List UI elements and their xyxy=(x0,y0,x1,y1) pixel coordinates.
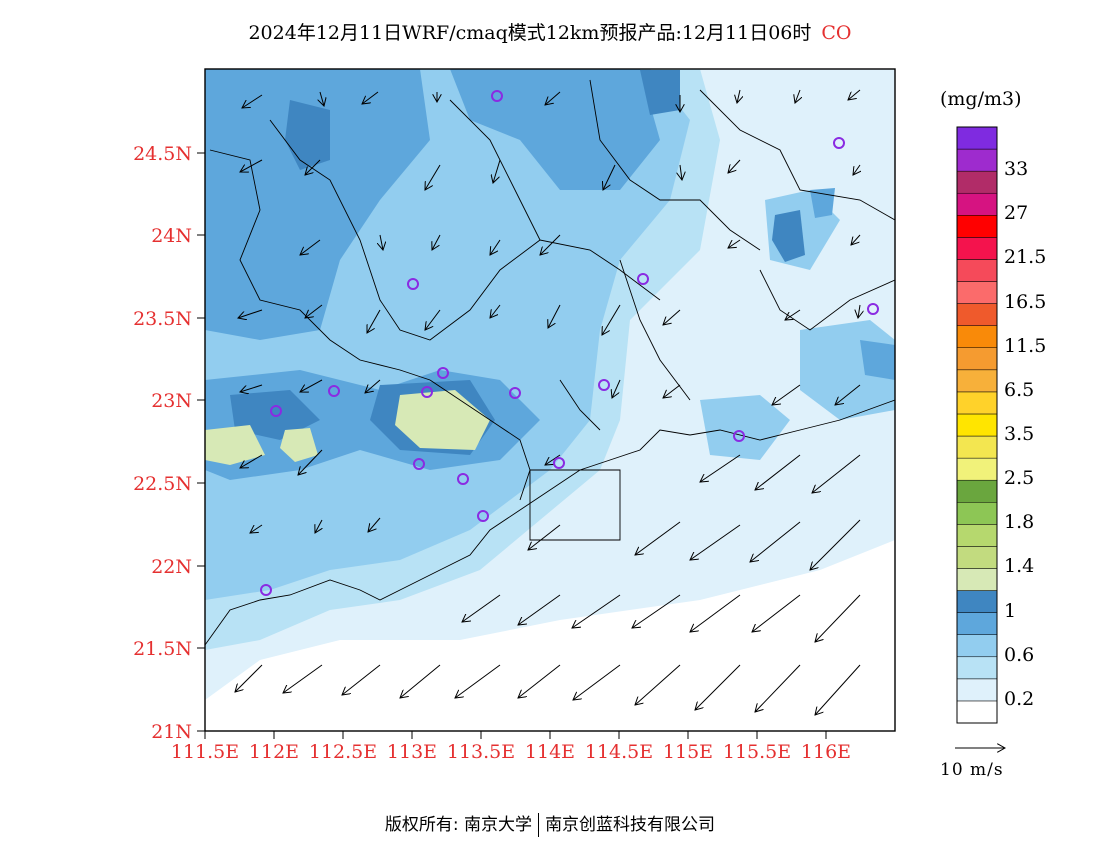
x-tick-labels: 111.5E 112E 112.5E 113E 113.5E 114E 114.… xyxy=(171,741,851,763)
colorbar-bin xyxy=(956,325,998,348)
station-marker xyxy=(328,385,340,397)
colorbar-bin xyxy=(956,148,998,172)
x-tick-label: 112E xyxy=(249,741,299,763)
colorbar-tick-label: 21.5 xyxy=(1004,246,1047,269)
colorbar-bin xyxy=(956,656,998,680)
colorbar-tick-label: 1 xyxy=(1004,599,1017,622)
station-marker xyxy=(270,405,282,417)
copyright-left: 版权所有: 南京大学 xyxy=(384,815,533,835)
y-tick-label: 21.5N xyxy=(133,638,192,660)
x-tick-label: 114.5E xyxy=(585,741,653,763)
colorbar-bin xyxy=(956,259,998,282)
colorbar-tick-label: 0.2 xyxy=(1004,687,1035,710)
axis-ticks xyxy=(197,152,827,739)
colorbar-bin xyxy=(956,435,998,459)
station-marker xyxy=(733,430,745,442)
colorbar-tick-label: 33 xyxy=(1004,158,1029,181)
x-tick-label: 114E xyxy=(525,741,575,763)
concentration-field xyxy=(205,69,895,731)
station-marker xyxy=(407,278,419,290)
colorbar-bin xyxy=(956,502,998,525)
colorbar-tick-label: 2.5 xyxy=(1004,467,1035,490)
station-marker xyxy=(637,273,649,285)
station-marker xyxy=(437,367,449,379)
station-marker xyxy=(491,90,503,102)
station-marker xyxy=(509,387,521,399)
colorbar-tick-label: 6.5 xyxy=(1004,378,1035,401)
colorbar-bin xyxy=(956,590,998,613)
station-marker xyxy=(477,510,489,522)
colorbar-bin xyxy=(956,413,998,437)
y-tick-label: 23.5N xyxy=(133,308,192,330)
species-label: CO xyxy=(821,22,852,44)
colorbar-tick-label: 1.4 xyxy=(1004,555,1035,578)
colorbar-bin xyxy=(956,170,998,194)
station-marker xyxy=(833,137,845,149)
title-text: 2024年12月11日WRF/cmaq模式12km预报产品:12月11日06时 xyxy=(248,22,812,44)
copyright-separator xyxy=(538,813,540,837)
boundary-lines xyxy=(205,79,895,646)
colorbar-bin xyxy=(956,612,998,635)
station-marker xyxy=(598,379,610,391)
y-tick-label: 22.5N xyxy=(133,473,192,495)
y-tick-label: 23N xyxy=(151,390,192,412)
colorbar-bin xyxy=(956,192,998,216)
x-tick-label: 111.5E xyxy=(171,741,239,763)
y-tick-label: 24N xyxy=(151,225,192,247)
copyright-footer: 版权所有: 南京大学 南京创蓝科技有限公司 xyxy=(0,810,1100,837)
colorbar-bin xyxy=(956,568,998,591)
colorbar-tick-label: 1.8 xyxy=(1004,511,1035,534)
colorbar-bin xyxy=(956,700,998,724)
copyright-right: 南京创蓝科技有限公司 xyxy=(545,815,716,835)
station-marker xyxy=(413,458,425,470)
y-tick-label: 21N xyxy=(151,721,192,743)
wind-vectors xyxy=(235,89,860,715)
station-markers xyxy=(260,90,879,596)
y-tick-label: 24.5N xyxy=(133,143,192,165)
colorbar-bin xyxy=(956,347,998,371)
colorbar-tick-label: 11.5 xyxy=(1004,334,1047,357)
x-tick-label: 115.5E xyxy=(723,741,791,763)
colorbar-bin xyxy=(956,237,998,260)
x-tick-label: 113E xyxy=(387,741,437,763)
x-tick-label: 113.5E xyxy=(447,741,515,763)
station-marker xyxy=(421,386,433,398)
station-marker xyxy=(260,584,272,596)
colorbar-bin xyxy=(956,215,998,238)
y-tick-labels: 21N 21.5N 22N 22.5N 23N 23.5N 24N 24.5N xyxy=(133,143,192,743)
colorbar xyxy=(956,126,998,724)
x-tick-label: 112.5E xyxy=(309,741,377,763)
colorbar-bin xyxy=(956,546,998,569)
x-tick-label: 115E xyxy=(663,741,713,763)
wind-reference-label: 10 m/s xyxy=(940,760,1004,780)
colorbar-bin xyxy=(956,479,998,503)
x-tick-label: 116E xyxy=(801,741,851,763)
colorbar-frame xyxy=(956,126,998,724)
colorbar-bin xyxy=(956,678,998,702)
colorbar-tick-label: 3.5 xyxy=(1004,423,1035,446)
colorbar-bin xyxy=(956,369,998,393)
map-title: 2024年12月11日WRF/cmaq模式12km预报产品:12月11日06时 C… xyxy=(0,18,1100,45)
colorbar-bin xyxy=(956,457,998,481)
station-marker xyxy=(553,457,565,469)
station-marker xyxy=(457,473,469,485)
colorbar-bin xyxy=(956,303,998,326)
colorbar-bin xyxy=(956,634,998,658)
colorbar-tick-label: 27 xyxy=(1004,202,1029,225)
colorbar-tick-label: 0.6 xyxy=(1004,643,1035,666)
colorbar-tick-label: 16.5 xyxy=(1004,290,1047,313)
colorbar-bin xyxy=(956,281,998,304)
colorbar-unit-label: (mg/m3) xyxy=(940,88,1022,110)
colorbar-bin xyxy=(956,524,998,547)
y-tick-label: 22N xyxy=(151,556,192,578)
station-marker xyxy=(867,303,879,315)
colorbar-bin xyxy=(956,126,998,150)
colorbar-bin xyxy=(956,391,998,415)
